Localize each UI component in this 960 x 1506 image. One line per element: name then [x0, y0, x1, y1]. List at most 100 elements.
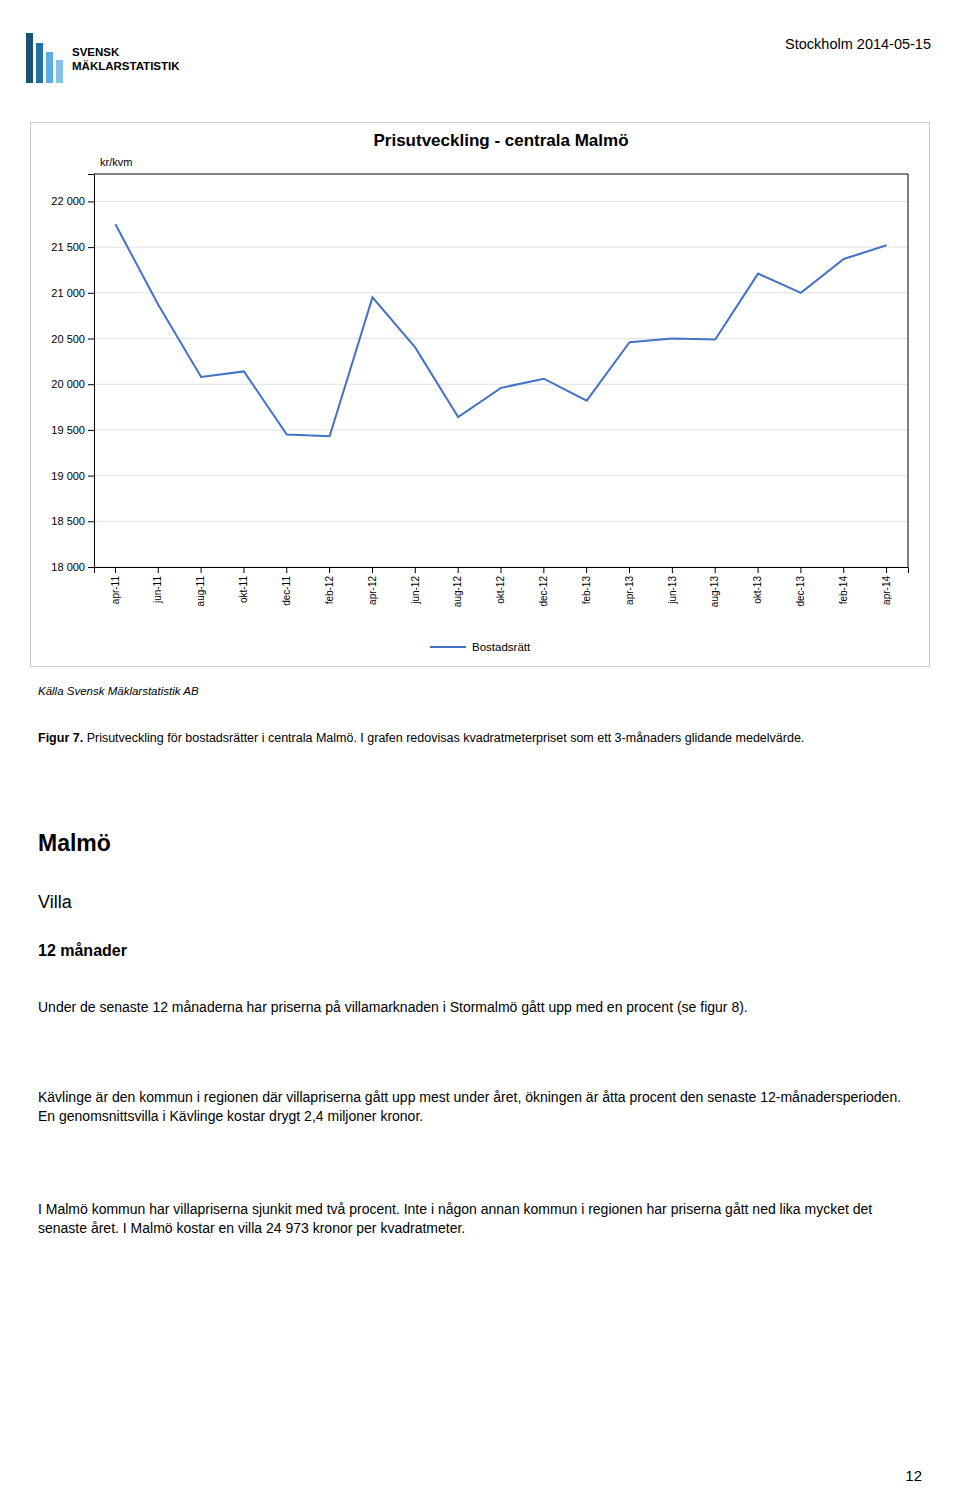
- chart-frame: [31, 123, 930, 667]
- paragraph: Kävlinge är den kommun i regionen där vi…: [38, 1088, 918, 1126]
- caption: Figur 7. Prisutveckling för bostadsrätte…: [38, 730, 918, 747]
- y-tick-mark: [88, 476, 94, 477]
- paragraph: I Malmö kommun har villapriserna sjunkit…: [38, 1200, 918, 1238]
- y-tick-label: 18 000: [51, 561, 85, 573]
- grid-line: [94, 384, 908, 385]
- x-tick: apr-13: [624, 567, 635, 605]
- x-tick-label: aug-11: [195, 576, 206, 607]
- grid-line: [94, 292, 908, 293]
- x-tick-label: jun-11: [152, 576, 163, 604]
- x-tick-mark: [115, 567, 116, 573]
- x-tick-label: apr-13: [624, 576, 635, 605]
- y-tick-mark: [88, 567, 94, 568]
- paragraph: Under de senaste 12 månaderna har priser…: [38, 998, 918, 1017]
- x-axis-line: [95, 568, 909, 574]
- x-tick-label: okt-11: [238, 576, 249, 603]
- x-tick-label: dec-12: [538, 576, 549, 607]
- x-tick-label: apr-12: [367, 576, 378, 605]
- x-tick-mark: [672, 567, 673, 573]
- y-tick: 22 000: [51, 195, 94, 207]
- x-tick-label: apr-11: [110, 576, 121, 605]
- x-tick-mark: [715, 567, 716, 573]
- x-tick: jun-13: [667, 567, 678, 605]
- grid-line: [94, 247, 908, 248]
- y-tick-label: 18 500: [51, 515, 85, 527]
- section-heading: Malmö: [38, 828, 918, 859]
- page: SVENSKMÄKLARSTATISTIK Stockholm 2014-05-1…: [0, 0, 960, 1506]
- x-tick-mark: [158, 567, 159, 573]
- x-tick-mark: [286, 567, 287, 573]
- x-tick: aug-11: [195, 567, 206, 606]
- x-tick-mark: [843, 567, 844, 573]
- x-tick: feb-13: [581, 567, 592, 604]
- y-tick-label: 20 000: [51, 378, 85, 390]
- caption-bold: Figur 7.: [38, 731, 83, 745]
- legend-item: Bostadsrätt: [430, 641, 531, 653]
- y-axis-label: kr/kvm: [100, 156, 132, 168]
- header-date: Stockholm 2014-05-15: [785, 36, 931, 52]
- x-tick-mark: [629, 567, 630, 573]
- y-tick: 18 500: [51, 515, 94, 527]
- series-line: [115, 224, 886, 436]
- chart-title: Prisutveckling - centrala Malmö: [373, 131, 628, 150]
- x-axis: apr-11 jun-11 aug-11 okt-11 dec-11 feb-12 apr-…: [95, 567, 909, 607]
- y-tick-label: 22 000: [51, 195, 85, 207]
- x-tick: apr-14: [881, 567, 892, 605]
- grid: [94, 201, 908, 567]
- y-tick: 18 000: [51, 561, 94, 573]
- y-tick-mark: [88, 201, 94, 202]
- page-number: 12: [905, 1467, 922, 1484]
- x-tick-label: dec-11: [281, 576, 292, 606]
- x-tick-mark: [501, 567, 502, 573]
- x-tick: dec-11: [281, 567, 292, 606]
- marks: [115, 224, 886, 436]
- x-tick: dec-12: [538, 567, 549, 607]
- x-tick-label: dec-13: [795, 576, 806, 607]
- x-tick-mark: [372, 567, 373, 573]
- x-tick-mark: [586, 567, 587, 573]
- logo-bar: [56, 60, 63, 83]
- x-tick-label: aug-12: [452, 576, 463, 608]
- legend-swatch: [430, 646, 466, 648]
- logo-text: SVENSKMÄKLARSTATISTIK: [72, 46, 180, 74]
- x-tick: aug-13: [709, 567, 720, 607]
- y-axis-line: [88, 175, 95, 568]
- x-tick: jun-11: [152, 567, 163, 604]
- legend: Bostadsrätt: [430, 641, 531, 653]
- logo: [26, 30, 76, 86]
- y-tick-mark: [88, 293, 94, 294]
- caption-text: Prisutveckling för bostadsrätter i centr…: [83, 731, 804, 745]
- y-tick-label: 19 000: [51, 470, 85, 482]
- y-tick: 21 500: [51, 241, 94, 253]
- y-tick: 20 500: [51, 333, 94, 345]
- y-tick-mark: [88, 384, 94, 385]
- y-tick: 21 000: [51, 287, 94, 299]
- y-tick-mark: [88, 247, 94, 248]
- y-tick-label: 20 500: [51, 333, 85, 345]
- y-tick-mark: [88, 430, 94, 431]
- x-tick-mark: [243, 567, 244, 573]
- logo-bar: [26, 33, 33, 83]
- plot: 18 00018 50019 00019 50020 00020 50021 0…: [51, 174, 908, 607]
- x-tick: feb-12: [324, 567, 335, 604]
- y-tick-label: 21 000: [51, 287, 85, 299]
- y-tick: 20 000: [51, 378, 94, 390]
- plot-top-line: [94, 174, 908, 175]
- x-tick-mark: [201, 567, 202, 573]
- x-tick-mark: [458, 567, 459, 573]
- x-tick-mark: [800, 567, 801, 573]
- logo-bar: [36, 43, 43, 83]
- x-tick-mark: [543, 567, 544, 573]
- x-tick: apr-11: [110, 567, 121, 604]
- subsection-heading: Villa: [38, 890, 918, 914]
- x-tick-label: jun-12: [410, 576, 421, 605]
- x-tick: dec-13: [795, 567, 806, 607]
- x-tick: feb-14: [838, 567, 849, 604]
- grid-line: [94, 201, 908, 202]
- y-tick-mark: [88, 521, 94, 522]
- x-tick-label: feb-12: [324, 576, 335, 605]
- x-tick: aug-12: [452, 567, 463, 607]
- x-tick-label: feb-14: [838, 576, 849, 605]
- x-tick: jun-12: [410, 567, 421, 605]
- grid-line: [94, 429, 908, 430]
